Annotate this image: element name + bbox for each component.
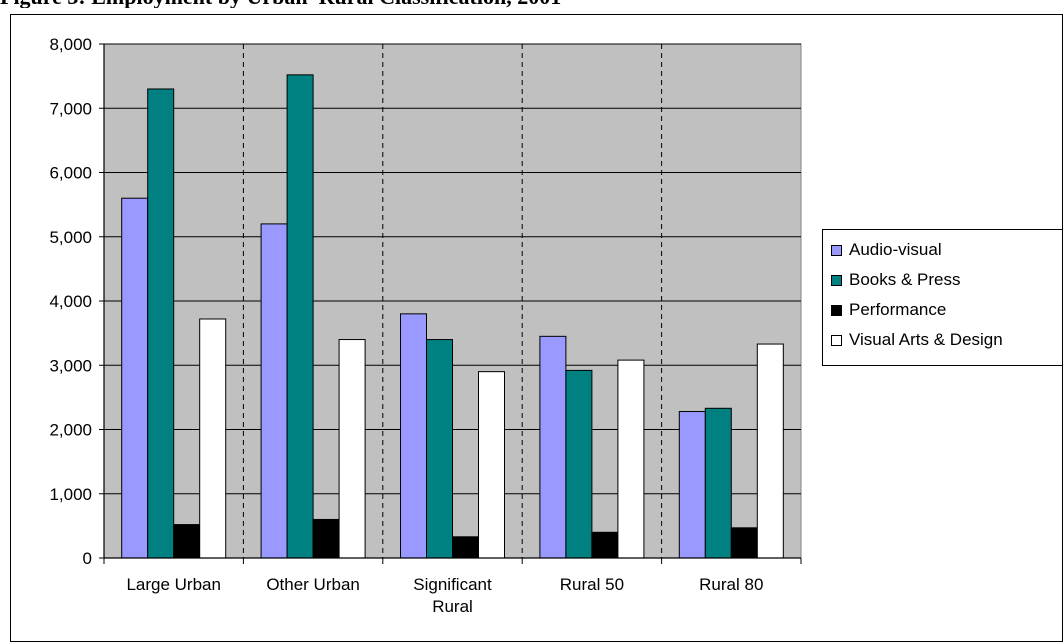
legend-item: Books & Press [831, 268, 961, 292]
x-tick-label: Large Urban [126, 575, 221, 594]
bar [539, 335, 567, 559]
bar [260, 223, 288, 559]
bar [452, 536, 479, 559]
y-tick-label: 1,000 [49, 485, 92, 504]
bar [617, 359, 645, 559]
y-tick-label: 0 [83, 549, 92, 568]
bar [565, 369, 593, 559]
bar [678, 411, 706, 559]
x-tick-label: Significant [413, 575, 492, 594]
x-tick-label: Rural 50 [560, 575, 624, 594]
chart-legend: Audio-visual Books & Press Performance Visu… [822, 229, 1063, 366]
y-tick-label: 6,000 [49, 164, 92, 183]
bar [199, 318, 227, 559]
legend-label: Visual Arts & Design [849, 330, 1003, 349]
bar [756, 343, 784, 559]
y-tick-label: 8,000 [49, 35, 92, 54]
y-tick-label: 7,000 [49, 99, 92, 118]
bar [400, 313, 427, 559]
bar [312, 518, 340, 559]
legend-swatch [831, 244, 842, 256]
bar [121, 197, 149, 559]
legend-swatch [831, 304, 842, 316]
bar [286, 74, 314, 559]
y-tick-label: 2,000 [49, 421, 92, 440]
bar [147, 88, 175, 559]
bar [173, 524, 201, 559]
x-tick-label: Other Urban [266, 575, 360, 594]
x-tick-label: Rural [432, 597, 473, 616]
legend-item: Performance [831, 298, 946, 322]
bar [478, 371, 505, 559]
page-title: Figure 3: Employment by Urban–Rural Clas… [0, 0, 1063, 8]
bar [704, 407, 732, 559]
bar [426, 339, 453, 559]
legend-item: Audio-visual [831, 238, 942, 262]
legend-swatch [831, 274, 842, 286]
legend-item: Visual Arts & Design [831, 328, 1003, 352]
bar [591, 531, 619, 559]
bar [338, 339, 366, 559]
legend-label: Books & Press [849, 270, 961, 289]
legend-label: Performance [849, 300, 947, 319]
legend-label: Audio-visual [849, 240, 942, 259]
x-tick-label: Rural 80 [699, 575, 763, 594]
y-tick-label: 5,000 [49, 228, 92, 247]
bar [730, 527, 758, 559]
y-tick-label: 3,000 [49, 356, 92, 375]
y-tick-label: 4,000 [49, 292, 92, 311]
legend-swatch [831, 334, 842, 346]
